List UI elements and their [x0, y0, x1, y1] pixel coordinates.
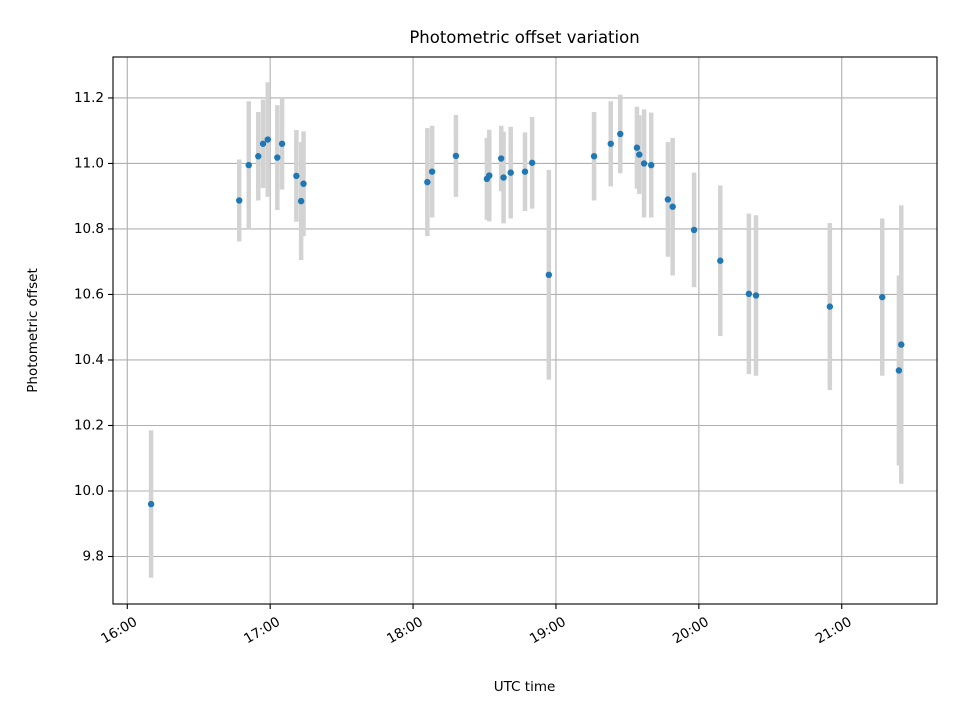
- y-tick-label: 11.0: [74, 155, 104, 171]
- data-point: [690, 226, 698, 234]
- data-point: [255, 153, 262, 160]
- data-point: [648, 161, 655, 169]
- data-point: [147, 500, 155, 508]
- data-point: [521, 168, 529, 175]
- data-point: [617, 130, 624, 138]
- y-tick-label: 11.2: [74, 90, 104, 106]
- data-point: [752, 292, 760, 299]
- data-point: [528, 159, 536, 166]
- data-point: [452, 152, 460, 160]
- data-point: [590, 153, 598, 160]
- y-tick-label: 10.6: [74, 286, 104, 302]
- data-point: [640, 160, 648, 167]
- x-tick-label: 16:00: [98, 614, 140, 647]
- data-point: [633, 144, 641, 151]
- data-point: [717, 257, 724, 264]
- data-point: [500, 174, 507, 181]
- chart-title: Photometric offset variation: [409, 28, 639, 47]
- data-point: [895, 367, 903, 374]
- data-point: [236, 197, 243, 204]
- errorbar-layer: [148, 82, 904, 578]
- data-point: [278, 140, 286, 147]
- data-point: [636, 151, 643, 158]
- y-tick-label: 9.8: [83, 549, 104, 565]
- data-point: [297, 197, 305, 205]
- data-point: [424, 178, 431, 186]
- x-axis: 16:00 17:00 18:00 19:00 20:00 21:00: [98, 604, 855, 647]
- data-point: [664, 196, 672, 203]
- data-point: [486, 172, 493, 179]
- data-point: [898, 341, 905, 348]
- data-point: [264, 136, 271, 143]
- data-point: [669, 203, 676, 210]
- x-tick-label: 21:00: [813, 614, 855, 647]
- y-tick-label: 10.4: [74, 352, 104, 368]
- x-tick-label: 17:00: [241, 614, 283, 647]
- data-point: [293, 172, 300, 180]
- data-point: [879, 293, 886, 301]
- y-tick-label: 10.8: [74, 221, 104, 237]
- data-point: [745, 290, 753, 298]
- y-axis-label: Photometric offset: [25, 268, 41, 392]
- data-point: [245, 161, 252, 169]
- data-point: [607, 140, 614, 147]
- data-point: [545, 271, 553, 279]
- point-layer: [147, 130, 905, 508]
- data-point: [259, 140, 267, 147]
- y-tick-label: 10.2: [74, 417, 104, 433]
- x-tick-label: 18:00: [384, 614, 426, 647]
- data-point: [274, 154, 281, 161]
- data-point: [826, 303, 834, 310]
- data-point: [497, 155, 505, 162]
- y-axis: 9.8 10.0 10.2 10.4 10.6 10.8 11.0 11.2: [74, 90, 113, 565]
- y-tick-label: 10.0: [74, 483, 104, 499]
- x-tick-label: 20:00: [670, 614, 712, 647]
- x-axis-label: UTC time: [494, 679, 556, 695]
- data-point: [428, 168, 436, 175]
- data-point: [507, 169, 514, 176]
- data-point: [300, 180, 307, 187]
- plot-frame: [112, 56, 938, 605]
- x-tick-label: 19:00: [527, 614, 569, 647]
